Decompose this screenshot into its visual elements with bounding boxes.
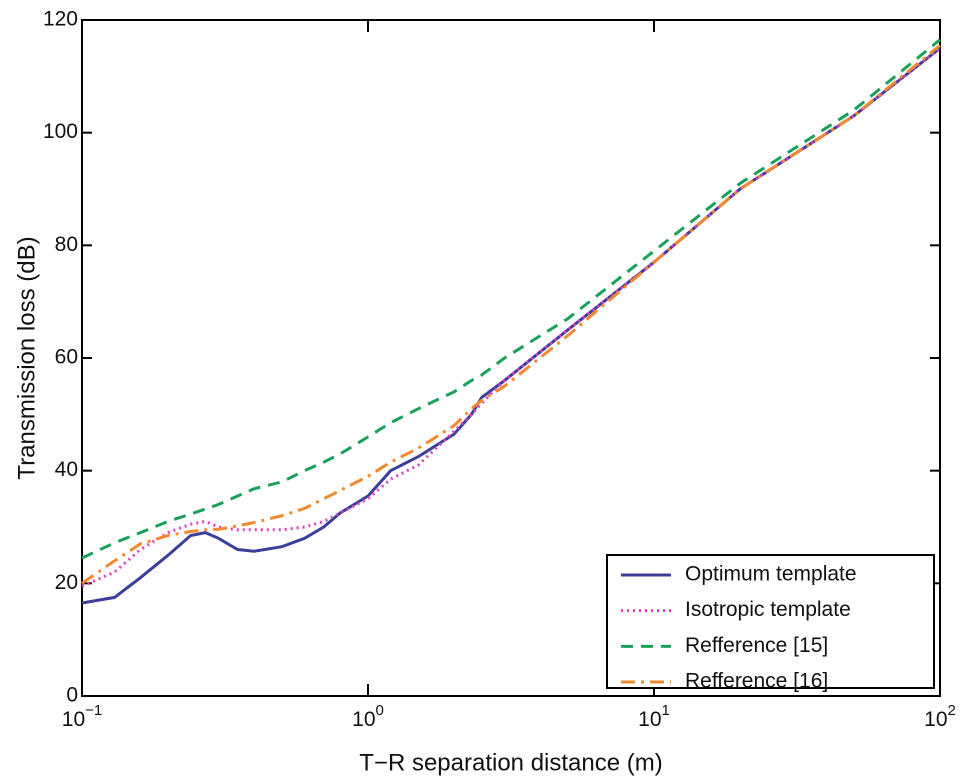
series-line (81, 38, 941, 560)
x-tick-base: 10 (638, 708, 661, 731)
x-tick-label: 102 (924, 702, 956, 731)
y-tick-label: 120 (43, 8, 78, 31)
legend-box (606, 554, 935, 689)
y-tick-label: 100 (43, 120, 78, 143)
x-tick-base: 10 (62, 708, 85, 731)
x-tick-base: 10 (924, 708, 947, 731)
legend-label: Refference [15] (685, 634, 828, 657)
y-axis-label: Transmission loss (dB) (13, 236, 40, 479)
series-line (81, 47, 941, 588)
x-tick-exponent: 1 (662, 702, 670, 719)
legend-label: Isotropic template (685, 598, 851, 621)
y-tick-label: 60 (55, 346, 78, 369)
x-axis-label: T−R separation distance (m) (359, 749, 662, 776)
series-line (81, 44, 941, 585)
x-tick-exponent: −1 (85, 702, 102, 719)
x-tick-label: 100 (352, 702, 384, 731)
legend-label: Refference [16] (685, 670, 828, 693)
y-tick-label: 0 (66, 684, 78, 707)
x-tick-exponent: 2 (948, 702, 956, 719)
x-tick-label: 101 (638, 702, 670, 731)
series-line (81, 47, 941, 605)
legend-label: Optimum template (685, 563, 857, 586)
x-tick-exponent: 0 (376, 702, 384, 719)
y-tick-label: 20 (55, 571, 78, 594)
y-tick-label: 40 (55, 458, 78, 481)
x-tick-label: 10−1 (62, 702, 102, 731)
y-tick-label: 80 (55, 233, 78, 256)
x-tick-base: 10 (352, 708, 375, 731)
